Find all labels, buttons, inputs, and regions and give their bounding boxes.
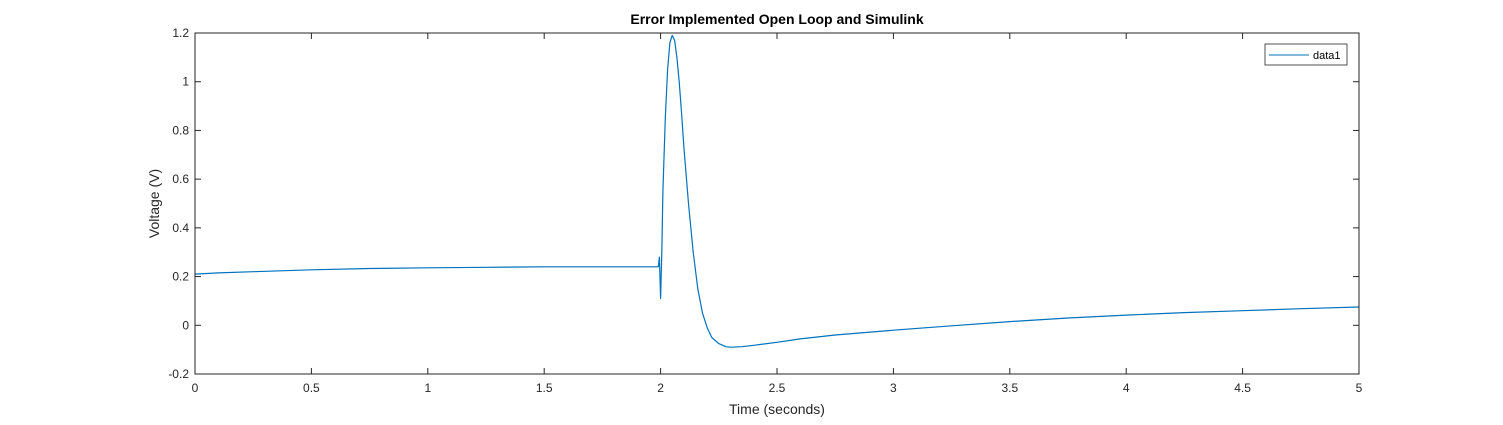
series-layer [194,34,1360,348]
x-tick-label: 3.5 [1001,381,1018,395]
legend[interactable]: data1 [1264,43,1348,66]
x-tick-label: 4.5 [1234,381,1251,395]
x-tick-label: 1 [424,381,431,395]
x-axis-label: Time (seconds) [729,401,825,417]
x-tick-label: 2.5 [769,381,786,395]
x-tick-label: 1.5 [536,381,553,395]
x-tick-label: 0 [192,381,199,395]
y-axis-label: Voltage (V) [146,169,162,238]
y-axis-ticks: -0.2 0 0.2 0.4 0.6 0.8 1 1.2 [168,26,1359,381]
legend-label-data1: data1 [1313,50,1341,62]
x-tick-label: 4 [1123,381,1130,395]
y-tick-label: 0.6 [172,172,189,186]
x-tick-label: 0.5 [303,381,320,395]
chart-title: Error Implemented Open Loop and Simulink [630,11,923,27]
y-tick-label: 1.2 [172,26,189,40]
y-tick-label: 0.4 [172,221,189,235]
y-tick-label: 0 [182,318,189,332]
y-tick-label: -0.2 [168,367,189,381]
x-tick-label: 3 [890,381,897,395]
series-line-data1 [194,34,1360,348]
y-tick-label: 0.2 [172,270,189,284]
plot-area [195,33,1359,374]
x-tick-label: 5 [1356,381,1363,395]
x-axis-ticks: 0 0.5 1 1.5 2 2.5 3 3.5 4 4.5 5 [192,33,1363,395]
y-tick-label: 0.8 [172,123,189,137]
y-tick-label: 1 [182,75,189,89]
x-tick-label: 2 [657,381,664,395]
